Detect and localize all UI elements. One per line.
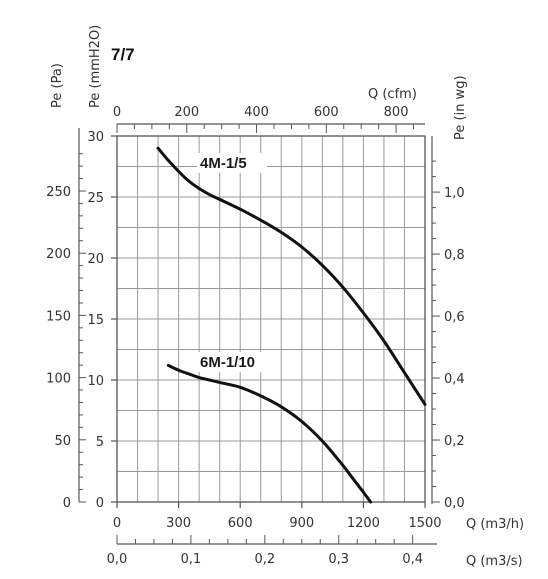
series-label: 4M-1/5 (200, 155, 247, 172)
x-axis-title-m3s: Q (m3/s) (466, 554, 523, 569)
page-title: 7/7 (111, 45, 135, 64)
x-tick-label-cfm: 800 (384, 105, 409, 120)
x-tick-label-m3h: 1500 (408, 516, 441, 531)
y-tick-label-mmh2o: 15 (87, 313, 104, 328)
x-axis-title-m3h: Q (m3/h) (466, 517, 524, 532)
y-tick-label-pa: 50 (54, 434, 71, 449)
y-tick-label-inwg: 0,2 (444, 434, 465, 449)
x-tick-label-m3s: 0,4 (402, 552, 423, 567)
series: 4M-1/5 6M-1/10 (156, 146, 427, 504)
x-tick-label-m3s: 0,1 (181, 552, 202, 567)
y-tick-label-pa: 0 (63, 496, 71, 511)
series-curve-4M-1/5 (156, 146, 427, 406)
y-tick-label-pa: 150 (46, 309, 71, 324)
y-tick-label-mmh2o: 5 (96, 435, 104, 450)
x-tick-label-m3h: 0 (113, 516, 121, 531)
x-tick-label-m3h: 900 (289, 516, 314, 531)
x-tick-label-m3h: 1200 (347, 516, 380, 531)
y-tick-label-mmh2o: 20 (87, 252, 104, 267)
x-tick-label-m3s: 0,3 (328, 552, 349, 567)
y-tick-label-pa: 250 (46, 185, 71, 200)
y-tick-label-pa: 200 (46, 247, 71, 262)
series-label-bg (197, 352, 267, 372)
y-tick-label-mmh2o: 10 (87, 374, 104, 389)
y-tick-label-mmh2o: 0 (96, 496, 104, 511)
y-tick-label-inwg: 0,6 (444, 310, 465, 325)
x-tick-label-m3s: 0,0 (107, 552, 128, 567)
x-tick-label-m3h: 600 (228, 516, 253, 531)
series-label: 6M-1/10 (200, 354, 255, 371)
y-tick-label-inwg: 0,8 (444, 248, 465, 263)
x-axis-title-cfm: Q (cfm) (368, 87, 417, 102)
y-tick-label-inwg: 0,0 (444, 496, 465, 511)
x-tick-label-cfm: 600 (314, 105, 339, 120)
x-tick-label-cfm: 200 (174, 105, 199, 120)
y-tick-label-mmh2o: 30 (87, 130, 104, 145)
y-tick-label-pa: 100 (46, 372, 71, 387)
y-axis-title-pa: Pe (Pa) (50, 63, 65, 108)
axes: 0510152025300501001502002500,00,20,40,60… (46, 105, 465, 567)
series-curve-6M-1/10 (166, 363, 373, 504)
x-tick-label-m3h: 300 (166, 516, 191, 531)
y-tick-label-inwg: 1,0 (444, 186, 465, 201)
x-tick-label-m3s: 0,2 (254, 552, 275, 567)
x-tick-label-cfm: 0 (113, 105, 121, 120)
y-axis-title-mmh2o: Pe (mmH2O) (88, 25, 103, 108)
y-axis-title-inwg: Pe (in wg) (453, 75, 468, 140)
y-tick-label-inwg: 0,4 (444, 372, 465, 387)
x-tick-label-cfm: 400 (244, 105, 269, 120)
y-tick-label-mmh2o: 25 (87, 191, 104, 206)
series-label-bg (197, 153, 267, 173)
grid (117, 136, 425, 502)
